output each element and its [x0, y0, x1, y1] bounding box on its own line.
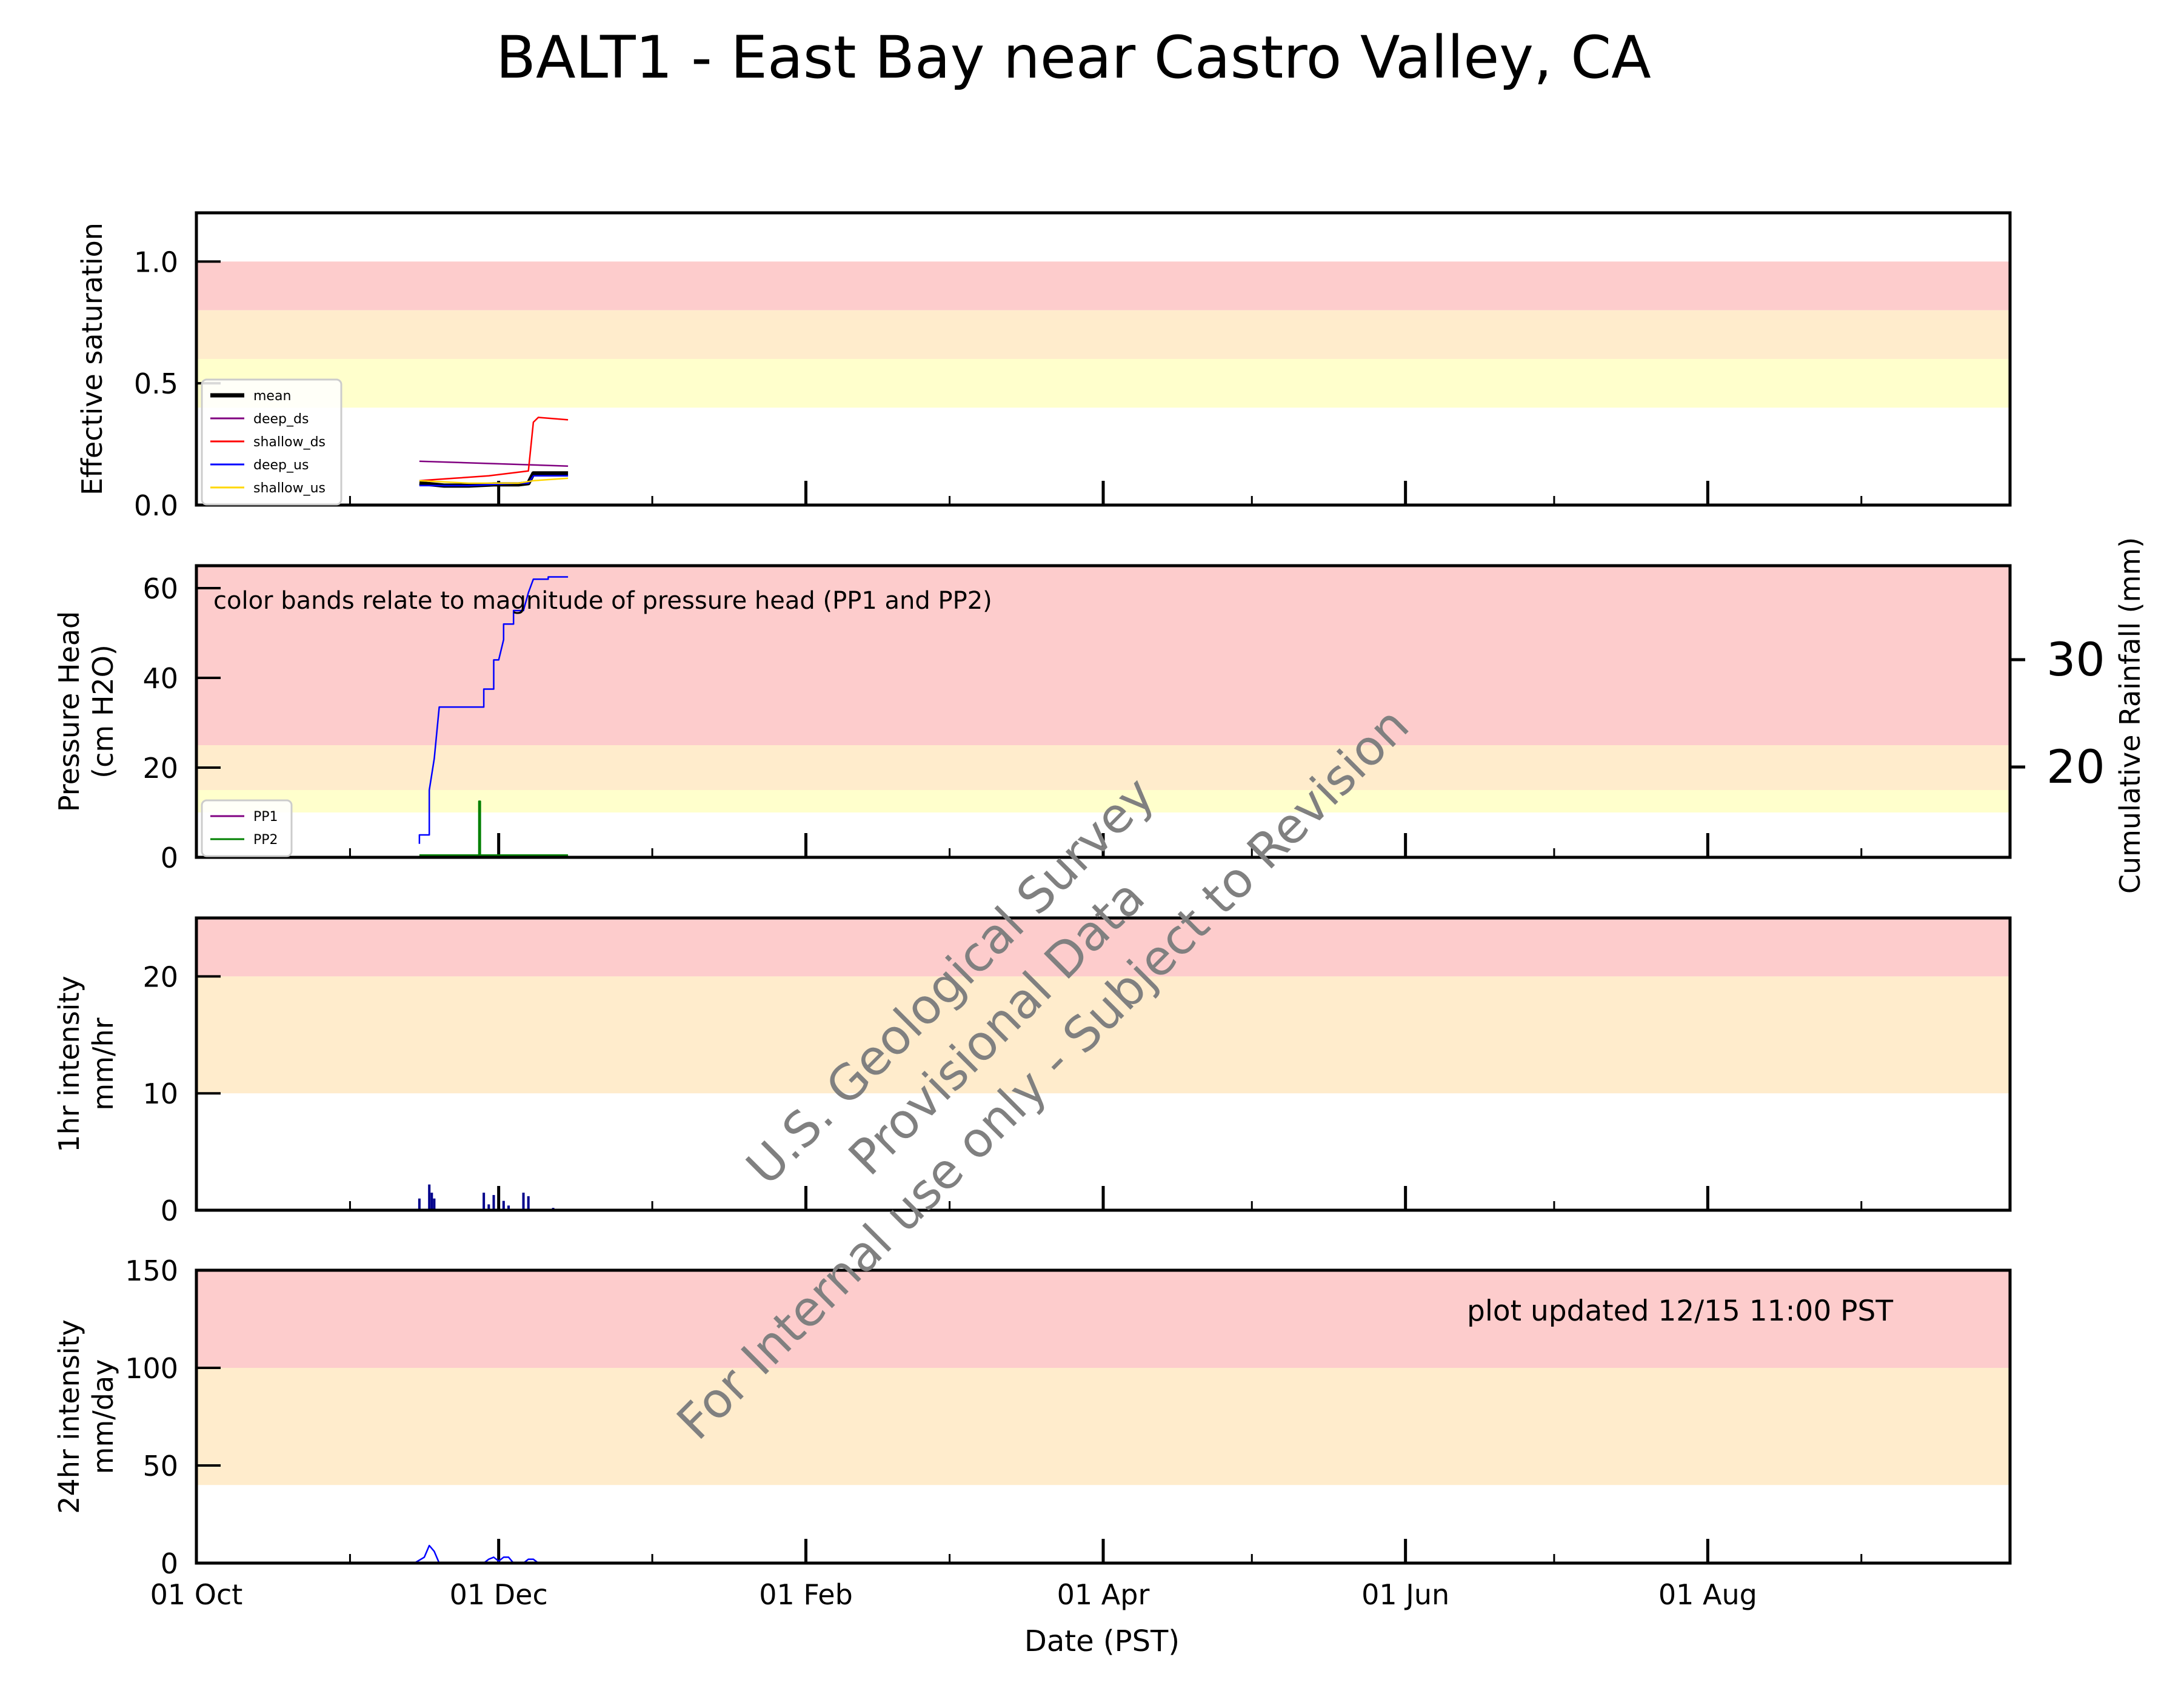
y-tick-label: 0.5	[134, 367, 178, 400]
annotation: color bands relate to magnitude of press…	[213, 587, 992, 615]
band-red	[196, 918, 2010, 977]
y-tick-label: 0	[161, 842, 178, 874]
series-deep_ds	[419, 460, 569, 467]
y-tick-label: 20	[142, 752, 178, 785]
legend: mean deep_ds shallow_ds deep_us shallow_us	[201, 378, 342, 506]
series-pp2	[419, 800, 569, 856]
y-tick-label: 1.0	[134, 246, 178, 278]
y-axis-label: 24hr intensitymm/day	[53, 1319, 119, 1514]
y-tick-label: 0	[161, 1547, 178, 1580]
x-tick-label: 01 Dec	[450, 1578, 548, 1611]
y-tick-label: 10	[142, 1077, 178, 1110]
y-tick-label: 60	[142, 572, 178, 605]
y-axis-label-line: mm/day	[87, 1359, 119, 1475]
legend-label: shallow_ds	[253, 435, 326, 450]
chart-panels: 0.0 0.5 1.0 Effective saturation mean deep_ds…	[53, 211, 2146, 1611]
legend-label: mean	[253, 389, 291, 404]
y-axis-label-line: 24hr intensity	[53, 1319, 85, 1514]
y-axis-label-line: mm/hr	[87, 1017, 119, 1110]
y2-tick-label: 30	[2046, 632, 2105, 686]
x-tick-label: 01 Apr	[1057, 1578, 1150, 1611]
band-red	[196, 261, 2010, 310]
legend-label: PP1	[253, 809, 278, 825]
plot-frame	[195, 564, 2012, 859]
y-tick-label: 50	[142, 1450, 178, 1482]
y-axis-label-line: (cm H2O)	[87, 645, 119, 779]
y-axis-label-line: 1hr intensity	[53, 976, 85, 1152]
legend-label: PP2	[253, 832, 278, 848]
y-axis-label-line: Pressure Head	[53, 611, 85, 812]
y2-axis-label: Cumulative Rainfall (mm)	[2114, 537, 2146, 894]
legend-box	[201, 799, 293, 857]
y-axis-label: Effective saturation	[76, 223, 109, 495]
band-orange	[196, 310, 2010, 359]
y-tick-label: 100	[125, 1352, 178, 1385]
series-shallow_ds	[419, 417, 569, 482]
y-tick-label: 20	[142, 960, 178, 993]
series-shallow_us	[419, 477, 569, 484]
x-tick-label: 01 Aug	[1658, 1578, 1757, 1611]
legend-label: shallow_us	[253, 481, 326, 496]
legend-label: deep_ds	[253, 412, 309, 427]
plot-frame	[195, 211, 2012, 507]
panel-2: 0 20 40 60 Pressure Head(cm H2O) color bands …	[53, 537, 2146, 894]
y-axis-label: Pressure Head(cm H2O)	[53, 611, 119, 812]
series-deep_us	[419, 475, 569, 487]
y-axis-label: 1hr intensitymm/hr	[53, 976, 119, 1152]
chart-title: BALT1 - East Bay near Castro Valley, CA	[496, 24, 1651, 92]
y2-tick-label: 20	[2046, 740, 2105, 794]
y-tick-label: 0	[161, 1194, 178, 1227]
y-tick-label: 150	[125, 1254, 178, 1287]
series-cumulative-rainfall	[418, 576, 569, 844]
band-red	[196, 566, 2010, 745]
band-red	[196, 1270, 2010, 1368]
panel-1: 0.0 0.5 1.0 Effective saturation mean deep_ds…	[76, 211, 2012, 522]
x-axis-label: Date (PST)	[1024, 1624, 1180, 1658]
legend-box	[201, 378, 342, 506]
x-tick-label: 01 Feb	[759, 1578, 853, 1611]
x-tick-label: 01 Jun	[1361, 1578, 1449, 1611]
band-yellow	[196, 790, 2010, 812]
plot-frame	[195, 916, 2012, 1212]
y-axis-label-line: Effective saturation	[76, 223, 109, 495]
legend-label: deep_us	[253, 458, 309, 473]
y-tick-label: 0.0	[134, 489, 178, 522]
band-yellow	[196, 359, 2010, 408]
band-orange	[196, 976, 2010, 1094]
panel-3: 0 10 20 1hr intensitymm/hr	[53, 916, 2012, 1227]
series-24hr	[414, 1544, 553, 1564]
band-orange	[196, 745, 2010, 790]
plot-frame	[195, 1268, 2012, 1565]
update-note: plot updated 12/15 11:00 PST	[1467, 1294, 1893, 1328]
band-orange	[196, 1368, 2010, 1485]
x-tick-label: 01 Oct	[150, 1578, 243, 1611]
y-tick-label: 40	[142, 662, 178, 695]
